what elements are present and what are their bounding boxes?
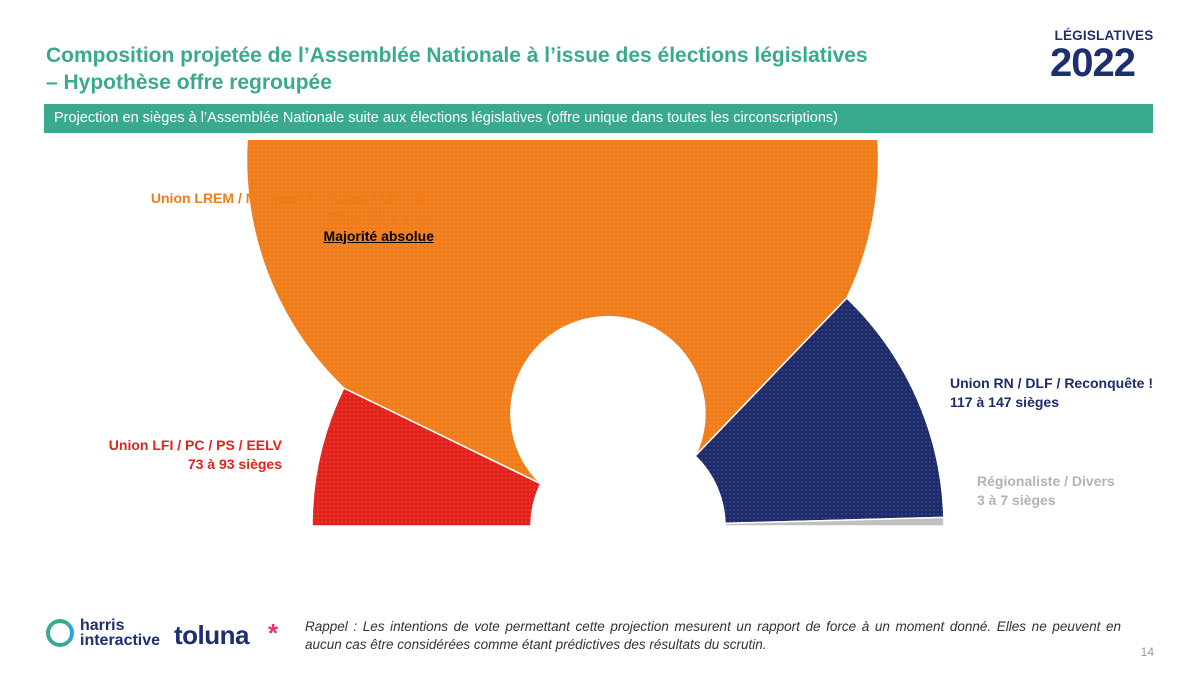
label-rn-range: 117 à 147 sièges [950,394,1059,410]
logo-year-text: 2022 [1050,41,1135,82]
page-title: Composition projetée de l’Assemblée Nati… [46,42,1006,96]
legislatives-2022-logo: 2022 [1050,41,1136,82]
harris-logo-icon [46,619,74,647]
label-lrem: Union LREM / MoDem / Horizons / LR / UDI… [80,189,434,246]
toluna-logo: toluna [174,620,250,650]
slice-texture-0 [312,388,541,526]
slice-texture-2 [695,298,944,524]
label-divers-name: Régionaliste / Divers [977,473,1115,489]
title-line-2: – Hypothèse offre regroupée [46,71,332,94]
hemicycle-slices [245,140,945,527]
slice-texture-1 [246,140,879,484]
footer-logos: harris interactive toluna * [46,618,296,658]
legislatives-logo-label: LÉGISLATIVES [1054,28,1154,43]
slice-texture-3 [724,517,945,526]
harris-line-1: harris [80,617,125,634]
label-lfi: Union LFI / PC / PS / EELV 73 à 93 siège… [60,436,282,474]
label-lfi-name: Union LFI / PC / PS / EELV [108,437,282,453]
toluna-star-icon: * [268,618,279,648]
harris-interactive-logo: harris interactive [80,617,161,649]
label-lrem-majority: Majorité absolue [323,228,434,244]
subtitle-banner: Projection en sièges à l’Assemblée Natio… [44,104,1153,133]
label-divers-range: 3 à 7 sièges [977,492,1056,508]
label-lrem-range: 326 à 366 sièges [324,209,434,225]
label-lfi-range: 73 à 93 sièges [187,456,282,472]
label-divers: Régionaliste / Divers 3 à 7 sièges [977,472,1115,510]
page-number: 14 [1140,645,1154,659]
disclaimer-note: Rappel : Les intentions de vote permetta… [305,619,1121,652]
hemicycle-chart [245,140,945,527]
harris-line-2: interactive [80,632,161,649]
label-rn-name: Union RN / DLF / Reconquête ! [950,375,1153,391]
label-rn: Union RN / DLF / Reconquête ! 117 à 147 … [950,374,1153,412]
title-line-1: Composition projetée de l’Assemblée Nati… [46,44,868,67]
label-lrem-name: Union LREM / MoDem / Horizons / LR / UDI [150,190,434,206]
